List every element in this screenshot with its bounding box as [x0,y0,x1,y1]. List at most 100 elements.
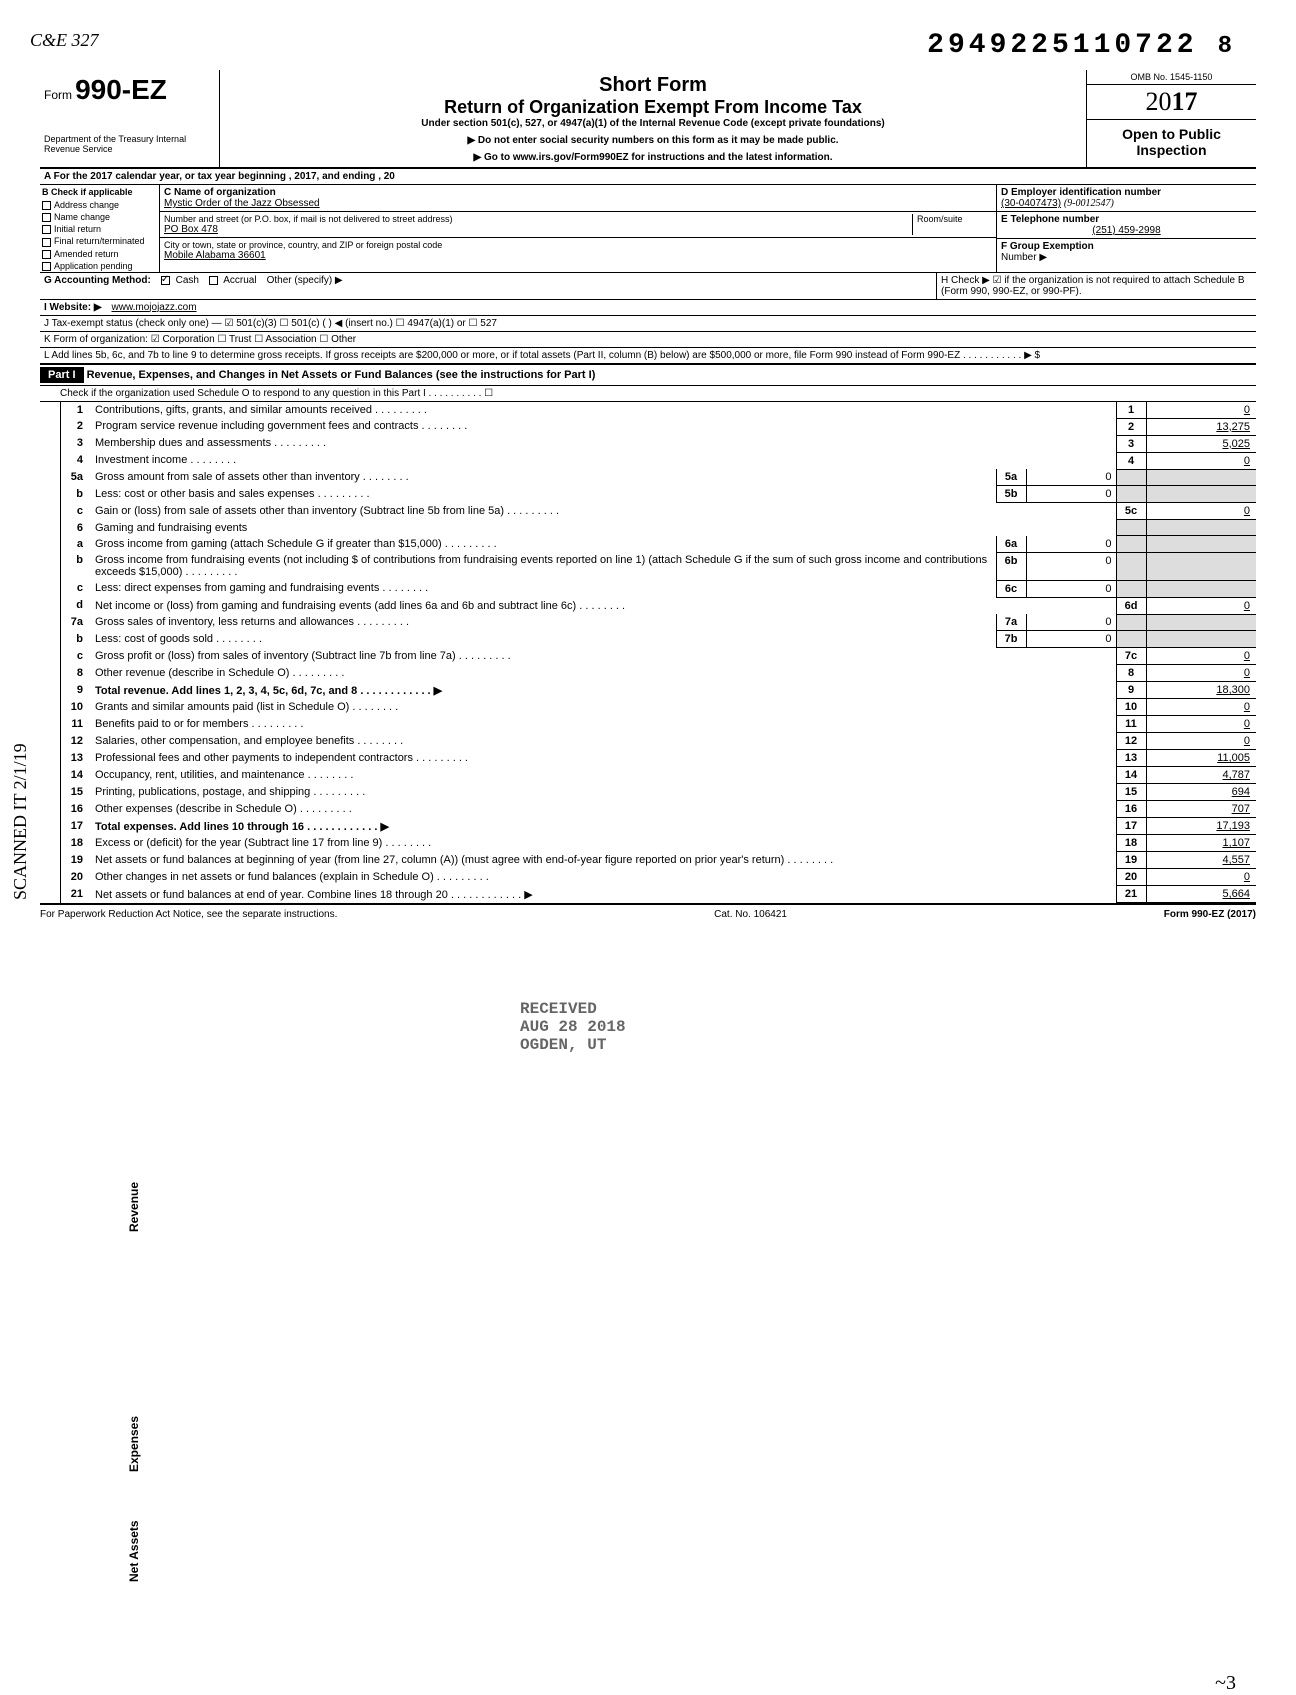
checkbox[interactable] [42,250,51,259]
checkbox[interactable] [42,238,51,247]
line-desc: Net assets or fund balances at end of ye… [91,886,1116,903]
line-box: 16 [1116,801,1146,818]
omb-number: OMB No. 1545-1150 [1087,70,1256,85]
line-num: 18 [61,835,91,852]
cash-checkbox[interactable] [161,276,170,285]
ein-value: (30-0407473) [1001,198,1061,209]
line-box: 20 [1116,869,1146,886]
form-label: Form [44,88,72,102]
row-a-tax-year: A For the 2017 calendar year, or tax yea… [40,169,1256,185]
line-desc: Gross amount from sale of assets other t… [91,469,996,486]
address-row: Number and street (or P.O. box, if mail … [160,212,996,238]
line-row: cLess: direct expenses from gaming and f… [61,580,1256,597]
line-desc: Contributions, gifts, grants, and simila… [91,402,1116,419]
line-box: 12 [1116,733,1146,750]
phone-value: (251) 459-2998 [1001,225,1252,236]
footer: For Paperwork Reduction Act Notice, see … [40,903,1256,920]
scanned-stamp: SCANNED IT 2/1/19 [10,743,31,900]
line-box-shade [1116,486,1146,503]
line-num: 17 [61,818,91,835]
line-box: 13 [1116,750,1146,767]
org-address: PO Box 478 [164,224,912,235]
line-amt: 13,275 [1146,418,1256,435]
line-amt-shade [1146,580,1256,597]
line-amt: 18,300 [1146,682,1256,699]
city-row: City or town, state or province, country… [160,238,996,263]
section-b-header: B Check if applicable [40,185,159,199]
accrual-checkbox[interactable] [209,276,218,285]
line-row: bLess: cost or other basis and sales exp… [61,486,1256,503]
row-l: L Add lines 5b, 6c, and 7b to line 9 to … [40,348,1256,365]
header-left: Form 990-EZ Department of the Treasury I… [40,70,220,167]
line-box-shade [1116,469,1146,486]
line-row: aGross income from gaming (attach Schedu… [61,536,1256,553]
section-b: B Check if applicable Address changeName… [40,185,160,272]
line-amt-shade [1146,520,1256,536]
line-amt: 0 [1146,503,1256,520]
line-num: 13 [61,750,91,767]
line-midbox: 6c [996,580,1026,597]
checkbox[interactable] [42,201,51,210]
footer-right: Form 990-EZ (2017) [1164,909,1256,920]
line-num: 6 [61,520,91,536]
line-amt-shade [1146,486,1256,503]
form-number: 990-EZ [75,74,167,105]
lines-table: 1Contributions, gifts, grants, and simil… [61,402,1256,904]
line-row: 20Other changes in net assets or fund ba… [61,869,1256,886]
checkbox-row: Final return/terminated [40,235,159,247]
received-stamp: RECEIVED AUG 28 2018 OGDEN, UT [520,1000,626,1054]
line-box: 11 [1116,716,1146,733]
open-to-public: Open to Public Inspection [1087,120,1256,164]
line-row: 8Other revenue (describe in Schedule O) … [61,665,1256,682]
year-bold: 17 [1172,87,1198,116]
checkbox[interactable] [42,262,51,271]
line-box-shade [1116,614,1146,631]
checkbox-label: Initial return [54,224,101,234]
line-midamt: 0 [1026,614,1116,631]
line-desc: Other expenses (describe in Schedule O) … [91,801,1116,818]
line-desc: Gross sales of inventory, less returns a… [91,614,996,631]
line-num: a [61,536,91,553]
checkbox-label: Name change [54,212,110,222]
stamp-received: RECEIVED [520,1000,626,1018]
line-midamt: 0 [1026,580,1116,597]
other-method: Other (specify) ▶ [267,275,343,297]
line-amt: 17,193 [1146,818,1256,835]
line-num: 7a [61,614,91,631]
line-desc: Professional fees and other payments to … [91,750,1116,767]
part-1-header: Part I Revenue, Expenses, and Changes in… [40,365,1256,386]
line-num: 15 [61,784,91,801]
line-row: 21Net assets or fund balances at end of … [61,886,1256,903]
line-desc: Total expenses. Add lines 10 through 16 … [91,818,1116,835]
line-box: 21 [1116,886,1146,903]
line-amt-shade [1146,536,1256,553]
line-midamt: 0 [1026,552,1116,580]
line-row: 9Total revenue. Add lines 1, 2, 3, 4, 5c… [61,682,1256,699]
line-amt: 5,664 [1146,886,1256,903]
form-header: Form 990-EZ Department of the Treasury I… [40,70,1256,169]
line-num: 12 [61,733,91,750]
checkbox[interactable] [42,213,51,222]
line-num: 21 [61,886,91,903]
line-amt: 0 [1146,597,1256,614]
website-value: www.mojojazz.com [112,302,197,313]
line-amt: 0 [1146,716,1256,733]
line-row: dNet income or (loss) from gaming and fu… [61,597,1256,614]
line-desc: Excess or (deficit) for the year (Subtra… [91,835,1116,852]
line-box: 14 [1116,767,1146,784]
line-amt-shade [1146,614,1256,631]
line-amt-shade [1146,552,1256,580]
checkbox-row: Application pending [40,260,159,272]
line-box: 1 [1116,402,1146,419]
checkbox-row: Initial return [40,223,159,235]
row-g-i: G Accounting Method: Cash Accrual Other … [40,273,936,299]
line-row: 12Salaries, other compensation, and empl… [61,733,1256,750]
line-row: 11Benefits paid to or for members . . . … [61,716,1256,733]
name-label: C Name of organization [164,187,988,198]
org-city: Mobile Alabama 36601 [164,250,992,261]
checkbox[interactable] [42,225,51,234]
line-amt-shade [1146,469,1256,486]
stamp-location: OGDEN, UT [520,1036,626,1054]
line-amt: 1,107 [1146,835,1256,852]
dln-main: 2949225110722 [927,30,1197,61]
